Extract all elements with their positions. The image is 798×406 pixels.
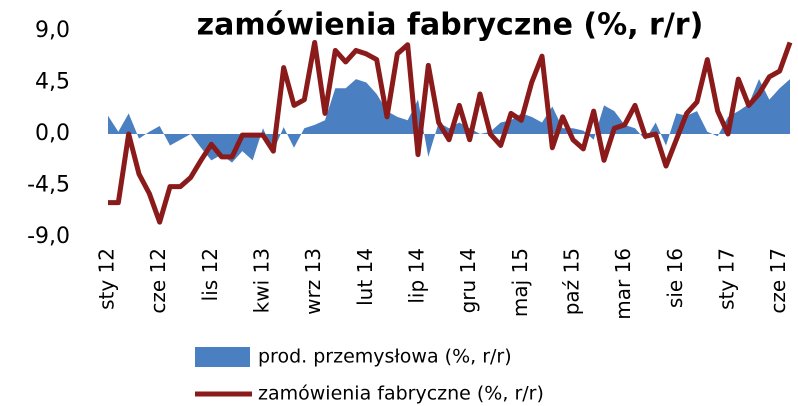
x-tick-label: paź 15 (560, 248, 584, 315)
x-tick-label: sty 17 (715, 248, 739, 310)
x-tick-label: kwi 13 (250, 248, 274, 313)
x-tick-label: mar 16 (611, 248, 635, 320)
x-tick-label: cze 12 (146, 248, 170, 314)
y-tick-label: -9,0 (27, 224, 70, 249)
y-tick-label: 4,5 (35, 70, 70, 95)
legend-swatch (195, 347, 250, 367)
x-tick-label: gru 14 (456, 248, 480, 313)
y-tick-label: 9,0 (35, 18, 70, 43)
x-tick-label: cze 17 (766, 248, 790, 314)
line (108, 39, 793, 225)
x-tick-label: lis 12 (198, 248, 222, 301)
x-tick-label: sty 12 (95, 248, 119, 310)
x-tick-label: maj 15 (508, 248, 532, 317)
legend-label: zamówienia fabryczne (%, r/r) (258, 383, 544, 405)
legend-label: prod. przemysłowa (%, r/r) (258, 346, 512, 368)
x-tick-label: lut 14 (353, 248, 377, 306)
x-tick-label: lip 14 (405, 248, 429, 304)
y-tick-label: 0,0 (35, 121, 70, 146)
chart-title: zamówienia fabryczne (%, r/r) (197, 8, 704, 43)
x-tick-label: wrz 13 (301, 248, 325, 315)
y-tick-label: -4,5 (27, 173, 70, 198)
x-tick-label: sie 16 (663, 248, 687, 308)
